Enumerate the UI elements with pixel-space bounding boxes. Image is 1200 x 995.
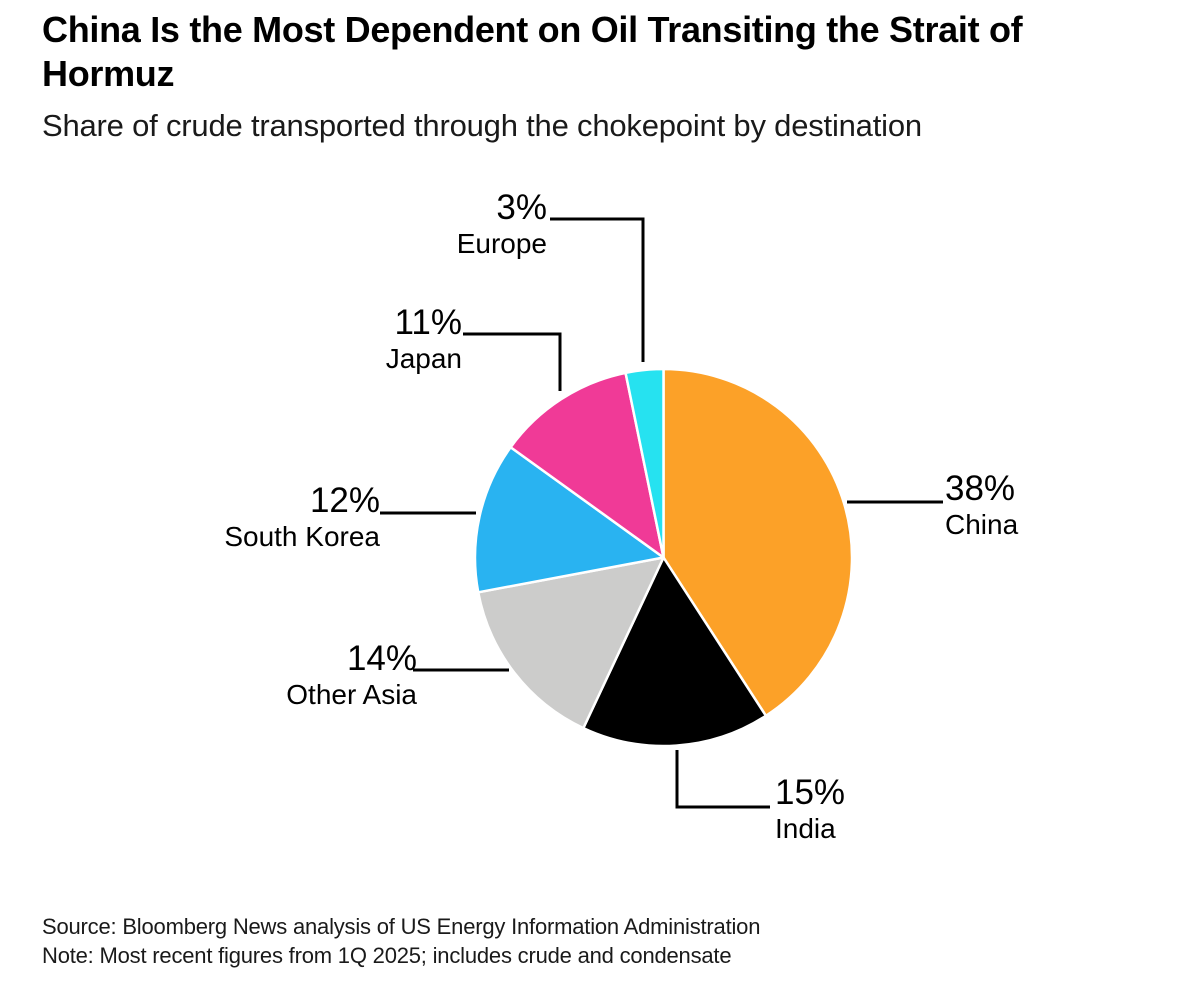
label-europe: 3% Europe — [457, 190, 547, 260]
label-china-pct: 38% — [945, 469, 1016, 508]
pie-slice-india — [582, 556, 768, 748]
leader-line-europe — [550, 217, 645, 362]
note-line: Note: Most recent figures from 1Q 2025; … — [42, 943, 732, 969]
source-line: Source: Bloomberg News analysis of US En… — [42, 914, 761, 939]
label-india-pct: 15% — [775, 773, 846, 812]
chart-title-line2: Hormuz — [42, 53, 175, 95]
label-japan: 11% Japan — [386, 305, 462, 375]
label-india: 15% India — [775, 775, 845, 845]
label-india-name: India — [775, 813, 836, 844]
label-europe-pct: 3% — [496, 188, 547, 227]
label-europe-name: Europe — [456, 228, 547, 259]
chart-subtitle: Share of crude transported through the c… — [42, 107, 922, 143]
pie-chart-svg — [473, 367, 854, 748]
pie-slice-japan — [509, 371, 665, 559]
chart-header: China Is the Most Dependent on Oil Trans… — [42, 8, 1172, 144]
chart-footer: Source: Bloomberg News analysis of US En… — [42, 912, 1142, 971]
chart-title: China Is the Most Dependent on Oil Trans… — [42, 8, 1172, 97]
label-other-asia-pct: 14% — [346, 639, 417, 678]
label-japan-name: Japan — [385, 343, 462, 374]
pie-slice-other-asia — [476, 556, 665, 730]
leader-line-india — [675, 750, 770, 809]
label-other-asia-name: Other Asia — [286, 679, 417, 710]
pie-slice-europe — [624, 367, 665, 559]
chart-title-line1: China Is the Most Dependent on Oil Trans… — [42, 9, 1023, 50]
label-china-name: China — [945, 509, 1019, 540]
label-japan-pct: 11% — [394, 303, 462, 342]
label-south-korea-name: South Korea — [224, 521, 380, 552]
label-south-korea-pct: 12% — [309, 481, 380, 520]
label-south-korea: 12% South Korea — [224, 483, 380, 553]
label-china: 38% China — [945, 471, 1018, 541]
pie-slice-south-korea — [473, 445, 665, 594]
label-other-asia: 14% Other Asia — [286, 641, 417, 711]
pie-chart — [473, 367, 854, 748]
